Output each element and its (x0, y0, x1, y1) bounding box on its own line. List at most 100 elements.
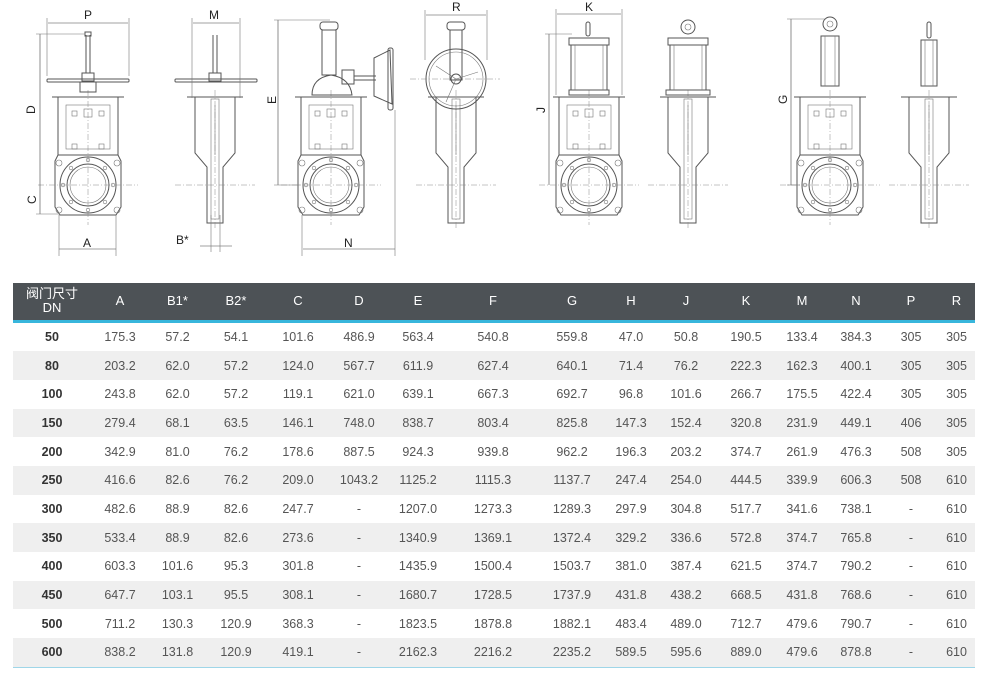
table-cell: 1125.2 (399, 473, 437, 488)
table-cell: 339.9 (786, 473, 818, 488)
table-cell: 647.7 (104, 588, 136, 603)
column-header: D (354, 293, 364, 309)
cell-dn: 350 (41, 530, 63, 545)
table-cell: 82.6 (223, 501, 249, 516)
dim-label-m: M (209, 8, 219, 22)
table-cell: 1878.8 (473, 616, 513, 631)
cell-dn: 500 (41, 616, 63, 631)
table-cell: 924.3 (402, 444, 434, 459)
table-cell: - (356, 501, 362, 516)
table-row: 100 243.8 62.0 57.2 119.1 621.0 639.1 667.3 692.… (13, 380, 975, 409)
table-cell: 1823.5 (398, 616, 438, 631)
table-cell: 209.0 (282, 473, 314, 488)
table-cell: 611.9 (402, 358, 434, 373)
table-cell: 76.2 (223, 444, 249, 459)
table-cell: 95.5 (223, 588, 249, 603)
table-cell: 266.7 (730, 387, 762, 402)
cell-dn: 600 (41, 645, 63, 660)
table-cell: 1503.7 (552, 559, 592, 574)
column-header: R (951, 293, 962, 309)
table-cell: 2216.2 (473, 645, 513, 660)
table-cell: 621.0 (343, 387, 375, 402)
table-cell: 2162.3 (398, 645, 438, 660)
table-cell: 508 (900, 473, 922, 488)
table-cell: 610 (946, 616, 967, 631)
view-pneumatic-front: K J (534, 0, 640, 226)
table-cell: 130.3 (161, 616, 194, 631)
column-header: K (741, 293, 751, 309)
table-cell: 336.6 (670, 530, 702, 545)
table-cell: 768.6 (840, 588, 872, 603)
cell-dn: 150 (41, 415, 63, 430)
table-cell: - (356, 616, 362, 631)
view-handwheel-front: P D C A (24, 8, 139, 256)
table-cell: 431.8 (786, 588, 818, 603)
table-cell: 384.3 (840, 329, 872, 344)
view-cylinder-front: G (776, 16, 881, 226)
cell-dn: 300 (41, 501, 63, 516)
table-cell: 320.8 (730, 415, 762, 430)
view-cylinder-side (888, 21, 970, 231)
table-cell: 1207.0 (398, 501, 438, 516)
table-cell: 444.5 (730, 473, 762, 488)
table-cell: 476.3 (840, 444, 872, 459)
table-cell: 162.3 (786, 358, 818, 373)
table-cell: 422.4 (840, 387, 872, 402)
table-cell: 146.1 (282, 415, 314, 430)
table-cell: 838.2 (104, 645, 136, 660)
cell-dn: 200 (41, 444, 63, 459)
table-cell: 1680.7 (398, 588, 438, 603)
table-row: 450 647.7 103.1 95.5 308.1 - 1680.7 1728.5 1737.… (13, 580, 975, 610)
table-cell: 119.1 (282, 387, 314, 402)
table-cell: 790.2 (840, 559, 872, 574)
dim-label-k: K (585, 0, 593, 14)
table-cell: 305 (946, 444, 967, 459)
table-cell: 1273.3 (473, 501, 513, 516)
table-cell: 381.0 (615, 559, 647, 574)
table-cell: 203.2 (670, 444, 702, 459)
table-cell: 419.1 (282, 645, 314, 660)
dim-label-n: N (344, 236, 353, 250)
table-cell: 621.5 (730, 559, 762, 574)
dim-label-a: A (83, 236, 91, 250)
column-header: A (115, 293, 125, 309)
table-row: 200 342.9 81.0 76.2 178.6 887.5 924.3 939.8 962.… (13, 437, 975, 466)
table-cell: 247.4 (615, 473, 647, 488)
dim-label-b: B* (176, 233, 189, 247)
column-header: F (489, 293, 497, 309)
table-row: 300 482.6 88.9 82.6 247.7 - 1207.0 1273.3 1289.3… (13, 495, 975, 524)
table-cell: 374.7 (786, 530, 818, 545)
table-cell: 243.8 (104, 387, 136, 402)
table-cell: 449.1 (840, 415, 872, 430)
table-cell: 47.0 (618, 329, 644, 344)
cell-dn: 50 (45, 329, 59, 344)
table-cell: 120.9 (220, 616, 252, 631)
table-cell: 101.6 (282, 329, 314, 344)
dn-header-unit: DN (42, 300, 62, 316)
table-cell: 133.4 (786, 329, 818, 344)
table-cell: 610 (946, 530, 967, 545)
table-cell: 878.8 (840, 645, 872, 660)
table-cell: 71.4 (618, 358, 644, 373)
table-cell: 76.2 (673, 358, 699, 373)
table-cell: 175.5 (786, 387, 818, 402)
column-header: B2* (225, 293, 247, 309)
table-cell: 190.5 (730, 329, 762, 344)
column-header-dn: 阀门尺寸 DN (13, 283, 91, 321)
table-cell: - (908, 645, 914, 660)
table-cell: 738.1 (840, 501, 872, 516)
table-cell: 68.1 (165, 415, 190, 430)
table-cell: 196.3 (615, 444, 647, 459)
table-cell: 939.8 (477, 444, 509, 459)
table-cell: 640.1 (556, 358, 588, 373)
table-cell: 610 (946, 588, 967, 603)
table-row: 400 603.3 101.6 95.3 301.8 - 1435.9 1500.4 1503.… (13, 552, 975, 581)
table-cell: - (356, 588, 362, 603)
table-cell: - (356, 530, 362, 545)
table-cell: 305 (946, 358, 967, 373)
table-cell: 81.0 (165, 444, 190, 459)
table-row: 80 203.2 62.0 57.2 124.0 567.7 611.9 627.4 640.1… (13, 351, 975, 380)
table-cell: 486.9 (343, 329, 375, 344)
dim-label-g: G (776, 95, 790, 104)
table-cell: 712.7 (730, 616, 762, 631)
